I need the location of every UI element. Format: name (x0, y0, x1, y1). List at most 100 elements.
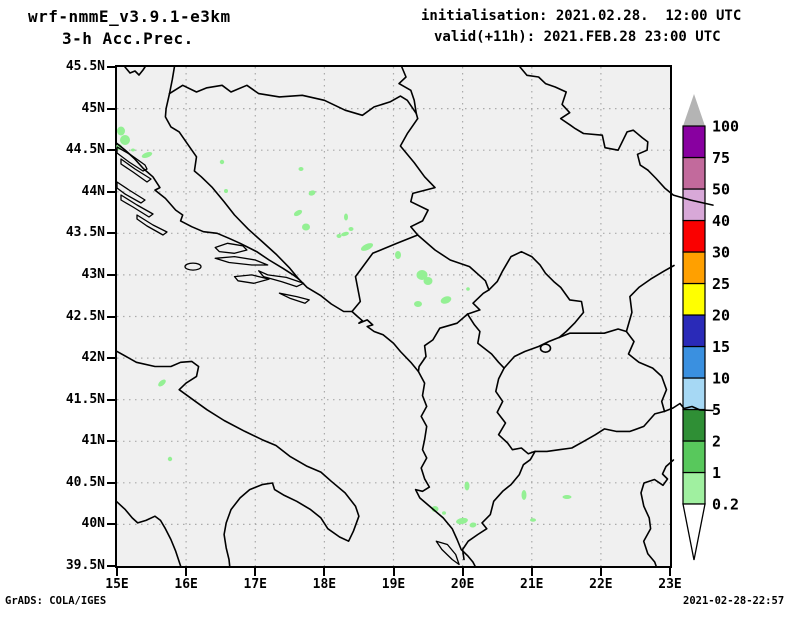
border-bosnia-sava (168, 84, 419, 120)
lon-tick-label: 17E (243, 577, 267, 592)
colorbar-level-label: 100 (712, 118, 739, 136)
lon-tick (530, 568, 533, 576)
precip-patch (348, 227, 354, 231)
colorbar-level-label: 5 (712, 401, 721, 419)
lat-tick-label: 45N (81, 100, 105, 116)
precip-patch (219, 159, 225, 165)
lat-tick-label: 42.5N (65, 308, 105, 324)
precip-patch (423, 277, 433, 285)
border-greece-bulgaria (663, 402, 714, 413)
precip-patch (469, 522, 477, 528)
lat-tick-label: 41N (81, 433, 105, 449)
creation-timestamp: 2021-02-28-22:57 (683, 595, 785, 607)
precip-patch (302, 223, 310, 231)
precip-patch (298, 167, 304, 171)
border-bosnia-serbia (399, 117, 436, 236)
lat-tick-label: 41.5N (65, 391, 105, 407)
precip-patch (456, 517, 468, 525)
border-kosovo-macedonia (503, 336, 561, 369)
precip-patch (562, 495, 572, 499)
colorbar-band (682, 471, 706, 505)
lat-tick-label: 43.5N (65, 225, 105, 241)
border-enclave-circle (539, 343, 552, 354)
lat-tick (107, 357, 115, 360)
lon-tick-label: 19E (381, 577, 406, 592)
precip-patch (440, 296, 452, 304)
lat-tick (107, 190, 115, 193)
lon-tick (254, 568, 257, 576)
precip-patch (431, 506, 439, 512)
precip-patches (116, 126, 572, 528)
lon-tick-label: 16E (174, 577, 198, 592)
colorbar-band (682, 408, 706, 442)
border-macedonia-greece (534, 410, 666, 453)
colorbar-band (682, 377, 706, 411)
border-serbia-bulgaria-south (625, 264, 675, 333)
colorbar-level-label: 2 (712, 433, 721, 451)
colorbar-band (682, 345, 706, 379)
lon-tick-label: 22E (589, 577, 613, 592)
lat-tick-label: 42N (81, 350, 105, 366)
lat-tick (107, 66, 115, 68)
colorbar-below-arrow (682, 503, 706, 561)
lat-tick-label: 43N (81, 266, 105, 282)
colorbar-level-label: 40 (712, 212, 730, 230)
coast-italy-adriatic (116, 350, 360, 567)
border-kosovo-serbia (488, 250, 585, 339)
initialisation-label: initialisation: 2021.02.28. 12:00 UTC (421, 8, 742, 24)
colorbar-level-label: 50 (712, 181, 730, 199)
graticule-gridlines (117, 67, 670, 566)
lon-tick (116, 568, 118, 576)
lat-tick-label: 39.5N (65, 558, 105, 573)
colorbar-band (682, 282, 706, 316)
lat-tick (107, 107, 115, 110)
precip-patch (442, 511, 446, 515)
valid-time-label: valid(+11h): 2021.FEB.28 23:00 UTC (434, 29, 721, 45)
lat-tick-label: 44N (81, 183, 105, 199)
colorbar-band (682, 125, 706, 159)
lat-tick (107, 232, 115, 235)
colorbar-level-label: 30 (712, 244, 730, 262)
precip-patch (414, 301, 422, 307)
lon-tick (185, 568, 188, 576)
colorbar-above-arrow (683, 94, 705, 126)
precip-patch (308, 190, 316, 196)
colorbar-band (682, 251, 706, 285)
precip-patch (464, 481, 470, 491)
colorbar-band (682, 219, 706, 253)
coast-adriatic-east (116, 142, 476, 567)
lat-tick (107, 523, 115, 526)
border-albania-greece (461, 450, 536, 561)
colorbar-band (682, 156, 706, 190)
border-serbia-bulgaria-north (647, 169, 714, 206)
lat-tick (107, 315, 115, 318)
lon-tick (461, 568, 464, 576)
precip-patch (224, 189, 228, 193)
lon-tick-label: 23E (658, 577, 682, 592)
grads-credit: GrADS: COLA/IGES (5, 595, 107, 607)
border-montenegro-albania (417, 313, 469, 373)
lon-tick (669, 568, 671, 576)
lat-tick (107, 481, 115, 484)
border-croatia-serbia (398, 66, 418, 115)
border-albania-macedonia (495, 367, 536, 455)
precip-patch (341, 231, 349, 237)
lon-tick (599, 568, 602, 576)
lat-tick (107, 273, 115, 276)
precip-patch (360, 243, 374, 251)
precip-patch (117, 126, 125, 136)
precip-patch (158, 379, 166, 387)
lat-tick-label: 40.5N (65, 474, 105, 490)
lon-tick-label: 15E (105, 577, 129, 592)
colorbar-level-label: 0.2 (712, 496, 739, 514)
lat-tick-label: 45.5N (65, 59, 105, 74)
coast-italy-tyrrhenian (116, 501, 182, 567)
balkans-map (116, 66, 714, 567)
lat-tick (107, 149, 115, 152)
lon-tick-label: 21E (520, 577, 544, 592)
border-croatia-bosnia (164, 66, 300, 280)
precip-patch (530, 518, 536, 522)
precip-patch (293, 209, 303, 217)
